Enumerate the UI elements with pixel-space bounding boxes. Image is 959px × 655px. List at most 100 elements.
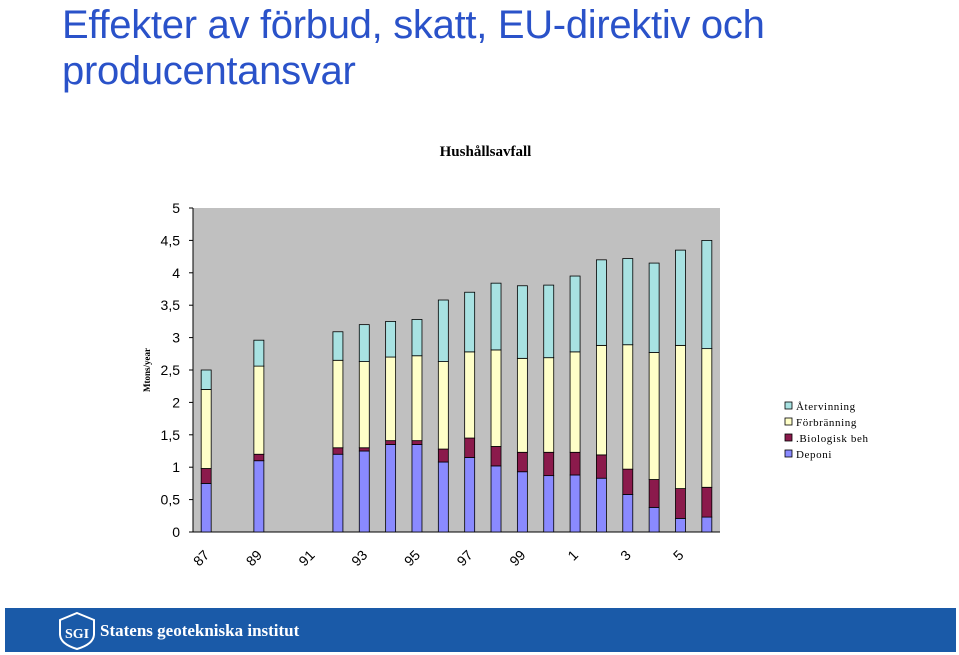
bar-segment-tervinning — [569, 275, 581, 353]
x-tick-label: 5 — [670, 547, 687, 564]
bar-segment-deponi — [253, 460, 265, 533]
bar-segment-frbrnning — [675, 344, 686, 489]
bar-segment-deponi — [648, 506, 660, 533]
bar-segment-biologiskbeh — [332, 447, 344, 455]
y-tick-label: 3 — [172, 330, 180, 346]
bar-segment-deponi — [596, 477, 607, 533]
bar-segment-biologiskbeh — [569, 451, 581, 476]
bar-segment-frbrnning — [569, 351, 581, 453]
bar-segment-deponi — [200, 482, 212, 533]
bar-segment-biologiskbeh — [675, 488, 686, 519]
bar-segment-tervinning — [253, 339, 265, 367]
x-tick-label: 89 — [243, 547, 265, 569]
bar-segment-frbrnning — [253, 365, 265, 455]
bar-segment-biologiskbeh — [200, 468, 212, 484]
chart: Hushållsavfall Mtons/year 0 0,5 1 1,5 2 2,5 3 3,5… — [142, 144, 869, 569]
bar-segment-biologiskbeh — [253, 453, 265, 462]
x-tick-label: 87 — [190, 547, 212, 569]
bar-segment-tervinning — [464, 291, 476, 353]
plot-area — [193, 208, 720, 532]
bar-segment-frbrnning — [543, 357, 555, 453]
x-tick-label: 93 — [348, 547, 370, 569]
bar-segment-frbrnning — [411, 355, 423, 442]
bar-segment-tervinning — [490, 282, 502, 351]
legend-entry: Förbränning — [796, 417, 857, 429]
bar-segment-tervinning — [675, 249, 686, 346]
y-tick-label: 1,5 — [161, 427, 181, 443]
y-tick-label: 5 — [172, 200, 180, 216]
y-tick-label: 2 — [172, 394, 180, 410]
y-axis-label: Mtons/year — [142, 348, 152, 392]
footer-bar: SGI Statens geotekniska institut — [5, 608, 956, 652]
bar-segment-biologiskbeh — [411, 440, 423, 445]
bar-segment-deponi — [569, 474, 581, 533]
x-tick-label: 3 — [617, 547, 634, 564]
legend-swatch — [784, 433, 793, 442]
bar-segment-deponi — [675, 517, 686, 533]
y-tick-label: 0 — [172, 524, 180, 540]
bar-segment-frbrnning — [701, 348, 713, 488]
bar-segment-biologiskbeh — [490, 446, 502, 467]
bar-segment-tervinning — [200, 369, 212, 390]
bar-segment-biologiskbeh — [437, 448, 449, 463]
legend-swatch — [784, 417, 793, 426]
y-tick-label: 2,5 — [161, 362, 181, 378]
bar-segment-tervinning — [516, 285, 528, 359]
bar-segment-deponi — [464, 457, 476, 533]
legend-entry: Deponi — [796, 449, 832, 461]
bar-segment-biologiskbeh — [543, 451, 555, 477]
bar-segment-tervinning — [358, 324, 370, 362]
bar-segment-tervinning — [437, 299, 449, 362]
bar-segment-deponi — [516, 471, 528, 533]
footer-org-name: Statens geotekniska institut — [100, 621, 300, 640]
bar-segment-tervinning — [385, 320, 397, 358]
bar-segment-biologiskbeh — [701, 486, 713, 518]
y-tick-label: 3,5 — [161, 297, 181, 313]
bar-segment-biologiskbeh — [648, 479, 660, 508]
bar-segment-frbrnning — [385, 356, 397, 442]
bar-segment-frbrnning — [490, 349, 502, 447]
legend-swatch — [784, 449, 793, 458]
bar-segment-frbrnning — [332, 359, 344, 449]
y-tick-label: 4 — [172, 265, 180, 281]
bar-segment-deponi — [543, 475, 555, 533]
bar-segment-tervinning — [332, 331, 344, 361]
bar-segment-tervinning — [701, 239, 713, 350]
bar-segment-frbrnning — [516, 357, 528, 453]
legend-swatch — [784, 401, 793, 410]
bar-segment-frbrnning — [622, 344, 634, 470]
bar-segment-deponi — [332, 453, 344, 533]
legend-entry: Återvinning — [796, 401, 856, 413]
chart-title: Hushållsavfall — [440, 144, 532, 160]
bar-segment-tervinning — [596, 259, 607, 346]
bar-segment-tervinning — [543, 284, 555, 359]
slide-title: Effekter av förbud, skatt, EU-direktiv o… — [62, 3, 765, 93]
bar-segment-deponi — [701, 516, 713, 533]
bar-segment-deponi — [385, 444, 397, 533]
bar-segment-deponi — [622, 494, 634, 533]
bar-segment-biologiskbeh — [358, 447, 370, 452]
bar-segment-tervinning — [411, 319, 423, 357]
bar-segment-biologiskbeh — [464, 437, 476, 458]
bar-segment-biologiskbeh — [385, 440, 397, 445]
sgi-logo-icon: SGI — [59, 612, 95, 650]
bar-segment-tervinning — [648, 262, 660, 353]
bar-segment-biologiskbeh — [622, 468, 634, 495]
bar-segment-tervinning — [622, 258, 634, 346]
x-tick-label: 95 — [401, 547, 423, 569]
bar-segment-deponi — [358, 450, 370, 533]
bar-segment-frbrnning — [437, 361, 449, 450]
legend-entry: .Biologisk beh — [796, 433, 869, 445]
bar-segment-deponi — [490, 465, 502, 533]
y-tick-label: 1 — [172, 459, 180, 475]
x-tick-label: 99 — [506, 547, 528, 569]
logo-text: SGI — [65, 627, 89, 642]
bar-segment-frbrnning — [464, 351, 476, 439]
bar-segment-frbrnning — [200, 389, 212, 469]
bar-segment-biologiskbeh — [596, 454, 607, 479]
bar-segment-biologiskbeh — [516, 451, 528, 473]
y-tick-label: 0,5 — [161, 492, 181, 508]
x-tick-label: 1 — [564, 547, 581, 564]
bar-segment-frbrnning — [596, 344, 607, 456]
bar-segment-frbrnning — [358, 361, 370, 449]
